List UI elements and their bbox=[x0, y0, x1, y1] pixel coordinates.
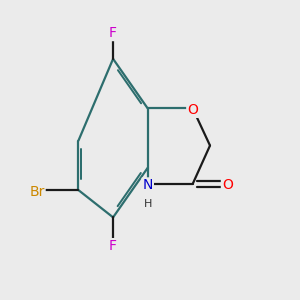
Text: Br: Br bbox=[29, 184, 45, 199]
Text: O: O bbox=[187, 103, 198, 117]
Text: F: F bbox=[109, 239, 117, 253]
Text: H: H bbox=[143, 199, 152, 209]
Text: N: N bbox=[142, 178, 153, 192]
Text: O: O bbox=[222, 178, 233, 192]
Text: F: F bbox=[109, 26, 117, 40]
